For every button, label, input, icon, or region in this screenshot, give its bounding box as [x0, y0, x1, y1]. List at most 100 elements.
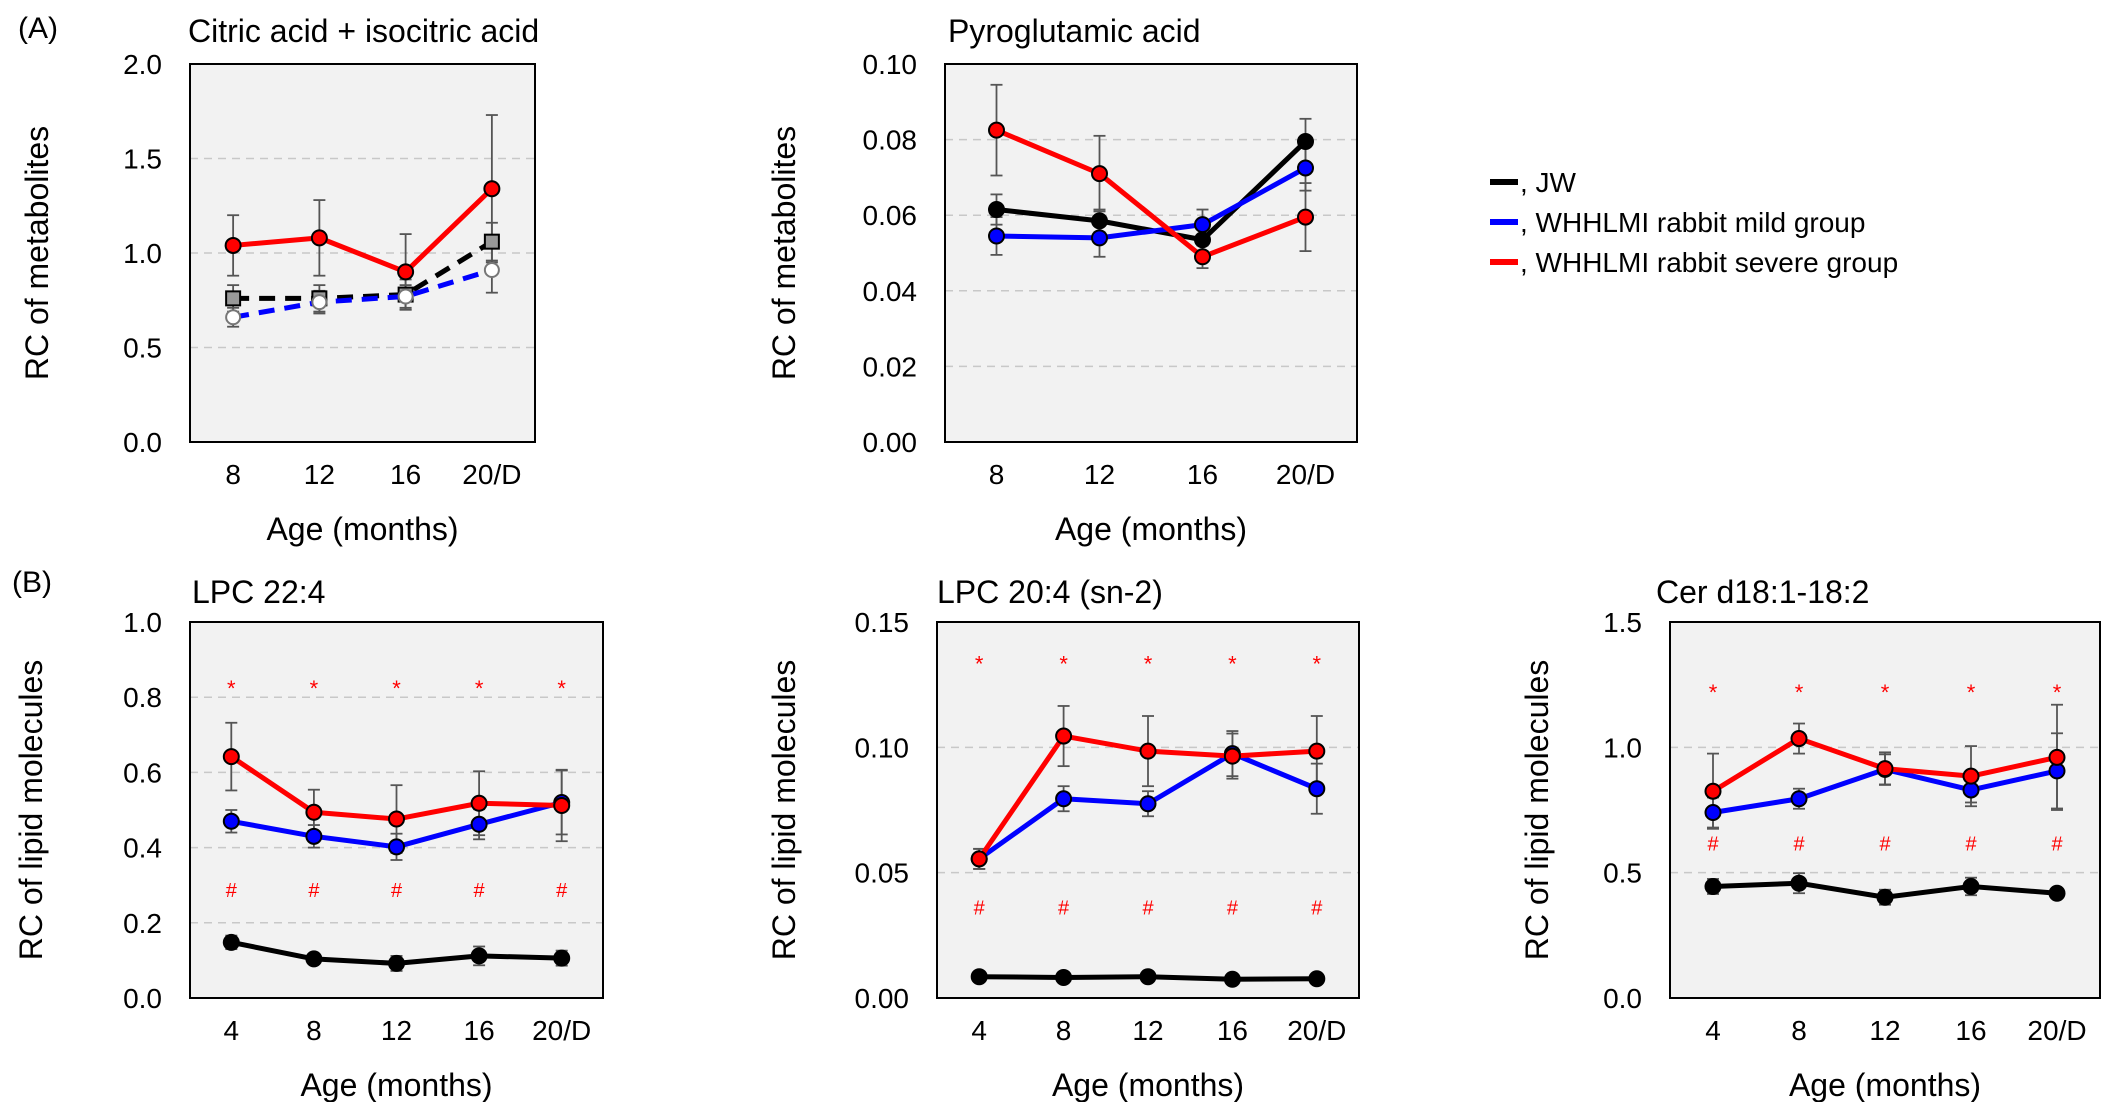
significance-hash: #	[1707, 834, 1719, 856]
data-point	[1194, 231, 1211, 249]
data-point	[1091, 212, 1108, 230]
chart-lpc-22-4: 0.0 0.2 0.4 0.6 0.8 1.0 4 8 12 16 20/D LPC 22:4 Age …	[13, 574, 604, 1102]
data-point	[1297, 208, 1314, 226]
data-point	[388, 810, 405, 828]
significance-star: *	[310, 676, 319, 701]
data-point	[1055, 968, 1073, 986]
panel-label-a: (A)	[18, 12, 58, 45]
significance-star: *	[1795, 680, 1804, 705]
y-tick-label: 0.00	[863, 427, 918, 458]
x-axis-label: Age (months)	[300, 1067, 492, 1102]
significance-hash: #	[1965, 834, 1977, 856]
chart-citric-acid: 0.0 0.5 1.0 1.5 2.0 8 12 16 20/D Citric acid + is…	[19, 13, 539, 547]
data-point	[1297, 132, 1314, 150]
significance-hash: #	[1058, 898, 1070, 920]
data-point	[483, 262, 500, 279]
data-point	[397, 263, 415, 281]
legend-label-jw: , JW	[1520, 167, 1577, 198]
data-point	[483, 233, 500, 250]
plot-frame	[189, 63, 536, 443]
y-tick-label: 0.15	[855, 607, 910, 638]
data-point	[1704, 877, 1722, 895]
data-point	[1790, 874, 1808, 892]
y-tick-label: 1.5	[1603, 607, 1642, 638]
plot-frame	[936, 621, 1360, 999]
chart-title: LPC 22:4	[192, 574, 325, 610]
data-point	[1091, 165, 1108, 183]
significance-star: *	[475, 676, 484, 701]
x-tick-label: 20/D	[1276, 459, 1335, 490]
significance-hash: #	[226, 880, 238, 902]
significance-star: *	[557, 676, 566, 701]
data-point	[1055, 790, 1073, 808]
x-tick-label: 8	[1056, 1015, 1072, 1046]
data-point	[1876, 760, 1894, 778]
data-point	[310, 229, 328, 247]
y-tick-label: 0.0	[123, 983, 162, 1014]
x-tick-label: 12	[1869, 1015, 1900, 1046]
y-tick-label: 0.00	[855, 983, 910, 1014]
data-point	[970, 850, 988, 868]
data-point	[1139, 795, 1157, 813]
y-tick-label: 0.4	[123, 833, 162, 864]
significance-hash: #	[1793, 834, 1805, 856]
data-point	[988, 201, 1005, 219]
data-point	[1308, 780, 1326, 798]
significance-hash: #	[474, 880, 486, 902]
data-point	[553, 949, 571, 967]
x-tick-label: 12	[381, 1015, 412, 1046]
y-tick-label: 1.0	[123, 238, 162, 269]
x-tick-label: 20/D	[2027, 1015, 2086, 1046]
x-tick-label: 8	[225, 459, 241, 490]
series-line	[233, 239, 494, 301]
significance-hash: #	[391, 880, 403, 902]
data-point	[988, 121, 1005, 139]
significance-hash: #	[1227, 898, 1239, 920]
x-tick-label: 8	[989, 459, 1005, 490]
y-tick-label: 1.5	[123, 144, 162, 175]
data-point	[1962, 767, 1980, 785]
significance-star: *	[1313, 651, 1322, 676]
data-point	[1297, 159, 1314, 177]
chart-cer-d18-1-18-2: 0.0 0.5 1.0 1.5 4 8 12 16 20/D Cer d18:1-18:2 Age …	[1519, 574, 2101, 1102]
y-tick-label: 0.0	[1603, 983, 1642, 1014]
significance-star: *	[227, 676, 236, 701]
data-point	[1223, 970, 1241, 988]
x-axis-label: Age (months)	[1052, 1067, 1244, 1102]
x-tick-label: 20/D	[1287, 1015, 1346, 1046]
chart-lpc-20-4-sn2: 0.00 0.05 0.10 0.15 4 8 12 16 20/D LPC 20:4 (sn-2…	[766, 574, 1360, 1102]
legend-label-severe: , WHHLMI rabbit severe group	[1520, 247, 1898, 278]
plot-area	[945, 64, 1357, 442]
data-point	[2048, 748, 2066, 766]
y-tick-label: 0.5	[123, 333, 162, 364]
y-axis-label: RC of lipid molecules	[766, 660, 802, 961]
data-point	[305, 803, 323, 821]
y-tick-label: 0.10	[855, 732, 910, 763]
plot-frame	[1669, 621, 2101, 999]
plot-frame	[944, 63, 1358, 443]
series-line	[232, 267, 493, 320]
data-point	[305, 950, 323, 968]
x-tick-label: 4	[1705, 1015, 1721, 1046]
data-point	[305, 827, 323, 845]
y-tick-label: 0.10	[863, 49, 918, 80]
y-tick-label: 0.0	[123, 427, 162, 458]
x-tick-label: 16	[1217, 1015, 1248, 1046]
y-tick-label: 0.2	[123, 908, 162, 939]
data-point	[553, 796, 571, 814]
y-tick-label: 0.6	[123, 757, 162, 788]
data-point	[1704, 804, 1722, 822]
x-tick-label: 16	[390, 459, 421, 490]
data-point	[1704, 782, 1722, 800]
x-tick-label: 12	[304, 459, 335, 490]
x-tick-label: 4	[224, 1015, 240, 1046]
data-point	[1790, 730, 1808, 748]
data-point	[1055, 727, 1073, 745]
data-point	[1790, 790, 1808, 808]
significance-star: *	[1881, 680, 1890, 705]
y-tick-label: 0.04	[863, 276, 918, 307]
significance-hash: #	[1311, 898, 1323, 920]
data-point	[388, 954, 405, 972]
series-line	[995, 127, 1307, 260]
